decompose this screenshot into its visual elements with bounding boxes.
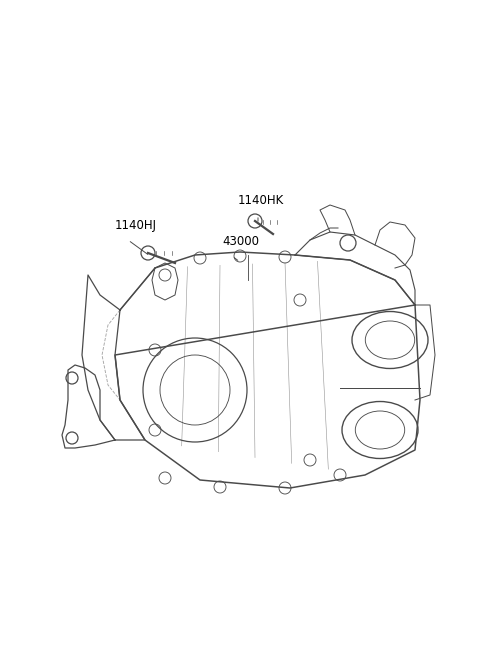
Text: 1140HK: 1140HK: [238, 194, 284, 207]
Text: 43000: 43000: [222, 235, 259, 248]
Text: 1140HJ: 1140HJ: [115, 219, 157, 232]
